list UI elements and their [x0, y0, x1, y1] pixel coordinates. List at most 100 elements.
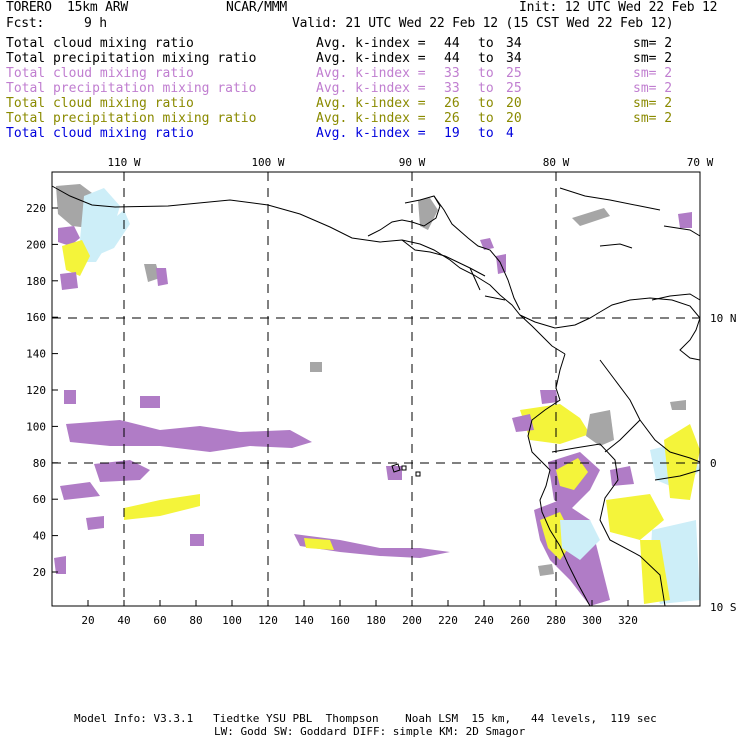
init-time: Init: 12 UTC Wed 22 Feb 12	[519, 0, 718, 15]
coastline-colombia	[599, 297, 701, 361]
x-tick-label: 100	[222, 614, 242, 627]
border-guatemala	[401, 239, 446, 257]
forecast-hours: 9 h	[84, 16, 107, 31]
yellow-field-area	[124, 494, 200, 520]
purple-field-area	[610, 466, 634, 486]
longitude-label: 70 W	[687, 156, 714, 169]
legend-sm: sm= 2	[633, 36, 673, 51]
graticule	[52, 172, 700, 606]
legend-from: 33	[444, 66, 460, 81]
valid-time: Valid: 21 UTC Wed 22 Feb 12 (15 CST Wed …	[292, 16, 674, 31]
longitude-label: 90 W	[399, 156, 426, 169]
legend-row: Total precipitation mixing ratio Avg. k-i…	[6, 81, 726, 96]
legend-sm: sm= 2	[633, 96, 673, 111]
gray-field-area	[670, 400, 686, 410]
x-tick-label: 20	[81, 614, 94, 627]
legend-sm: sm= 2	[633, 51, 673, 66]
latitude-label: 0	[710, 457, 717, 470]
x-tick-label: 260	[510, 614, 530, 627]
latitude-label: 10 S	[710, 601, 737, 614]
island-cuba	[559, 187, 661, 211]
legend-row: Total cloud mixing ratio Avg. k-index = 33…	[6, 66, 726, 81]
legend-field: Total precipitation mixing ratio	[6, 51, 257, 66]
border-colombia-venezuela	[599, 359, 701, 463]
purple-field-area	[294, 534, 450, 558]
legend-field: Total cloud mixing ratio	[6, 126, 194, 141]
latitude-label: 10 N	[710, 312, 737, 325]
legend-row: Total cloud mixing ratio Avg. k-index = 26…	[6, 96, 726, 111]
purple-field-area	[156, 268, 168, 286]
model-title: TORERO 15km ARW	[6, 0, 129, 15]
legend-kindex: Avg. k-index =	[316, 36, 426, 51]
yellow-field-area	[556, 458, 588, 490]
coastline-yucatan	[367, 195, 441, 237]
gray-field-area	[144, 264, 160, 282]
legend-to-word: to	[478, 51, 494, 66]
x-tick-label: 280	[546, 614, 566, 627]
y-tick-label: 160	[26, 311, 46, 324]
x-axis-ticks: 20 40 60 80 100 120 140 160 180 200 220 240 260 280 30…	[81, 600, 638, 627]
legend-sm: sm= 2	[633, 111, 673, 126]
legend-from: 26	[444, 96, 460, 111]
x-tick-label: 220	[438, 614, 458, 627]
footer-physics-info: LW: Godd SW: Goddard DIFF: simple KM: 2D…	[214, 725, 526, 738]
y-tick-label: 20	[33, 566, 46, 579]
map-frame	[51, 171, 701, 607]
purple-field-area	[58, 226, 80, 246]
y-tick-label: 220	[26, 202, 46, 215]
border-ecuador-peru	[551, 443, 666, 607]
legend-kindex: Avg. k-index =	[316, 81, 426, 96]
x-tick-label: 60	[153, 614, 166, 627]
border-brazil	[604, 419, 701, 481]
legend-field: Total cloud mixing ratio	[6, 36, 194, 51]
purple-field-area	[678, 212, 692, 228]
purple-field-area	[94, 460, 150, 482]
purple-field-area	[140, 396, 160, 408]
legend-to-word: to	[478, 111, 494, 126]
x-tick-label: 320	[618, 614, 638, 627]
legend-to-word: to	[478, 36, 494, 51]
legend-kindex: Avg. k-index =	[316, 66, 426, 81]
purple-field-area	[540, 390, 558, 404]
y-axis-ticks: 20 40 60 80 100 120 140 160 180 200 220	[26, 202, 58, 579]
longitude-label: 110 W	[107, 156, 140, 169]
cyan-field-area	[96, 210, 130, 254]
legend-from: 33	[444, 81, 460, 96]
legend-kindex: Avg. k-index =	[316, 111, 426, 126]
map-panel: 110 W 100 W 90 W 80 W 70 W 20 40 60 80 100 120 140…	[26, 156, 737, 627]
purple-field-area	[386, 466, 402, 480]
y-tick-label: 180	[26, 275, 46, 288]
purple-field-area	[512, 414, 534, 432]
legend-field: Total cloud mixing ratio	[6, 66, 194, 81]
purple-field-area	[86, 516, 104, 530]
legend-row: Total precipitation mixing ratio Avg. k-i…	[6, 111, 726, 126]
legend-from: 26	[444, 111, 460, 126]
island-jamaica	[599, 243, 633, 249]
gray-field-area	[586, 410, 614, 446]
x-tick-label: 140	[294, 614, 314, 627]
legend-sm: sm= 2	[633, 81, 673, 96]
x-tick-label: 120	[258, 614, 278, 627]
purple-field-area	[66, 420, 312, 452]
legend-row: Total cloud mixing ratio Avg. k-index = 19…	[6, 126, 726, 141]
legend-field: Total precipitation mixing ratio	[6, 111, 257, 126]
yellow-field-area	[664, 424, 700, 500]
footer-model-info: Model Info: V3.3.1 Tiedtke YSU PBL Thomp…	[74, 712, 657, 725]
y-tick-label: 200	[26, 238, 46, 251]
y-tick-label: 120	[26, 384, 46, 397]
longitude-label: 100 W	[251, 156, 284, 169]
border-central-america	[444, 255, 506, 301]
legend-to-word: to	[478, 96, 494, 111]
x-tick-label: 160	[330, 614, 350, 627]
longitude-labels: 110 W 100 W 90 W 80 W 70 W	[107, 156, 713, 169]
x-tick-label: 240	[474, 614, 494, 627]
island-hispaniola	[663, 225, 701, 237]
legend-from: 19	[444, 126, 460, 141]
y-tick-label: 60	[33, 493, 46, 506]
gray-field-area	[418, 198, 438, 230]
legend-to: 25	[506, 66, 522, 81]
yellow-field-area	[520, 404, 590, 444]
yellow-field-area	[62, 240, 90, 276]
legend-to-word: to	[478, 66, 494, 81]
x-tick-label: 300	[582, 614, 602, 627]
